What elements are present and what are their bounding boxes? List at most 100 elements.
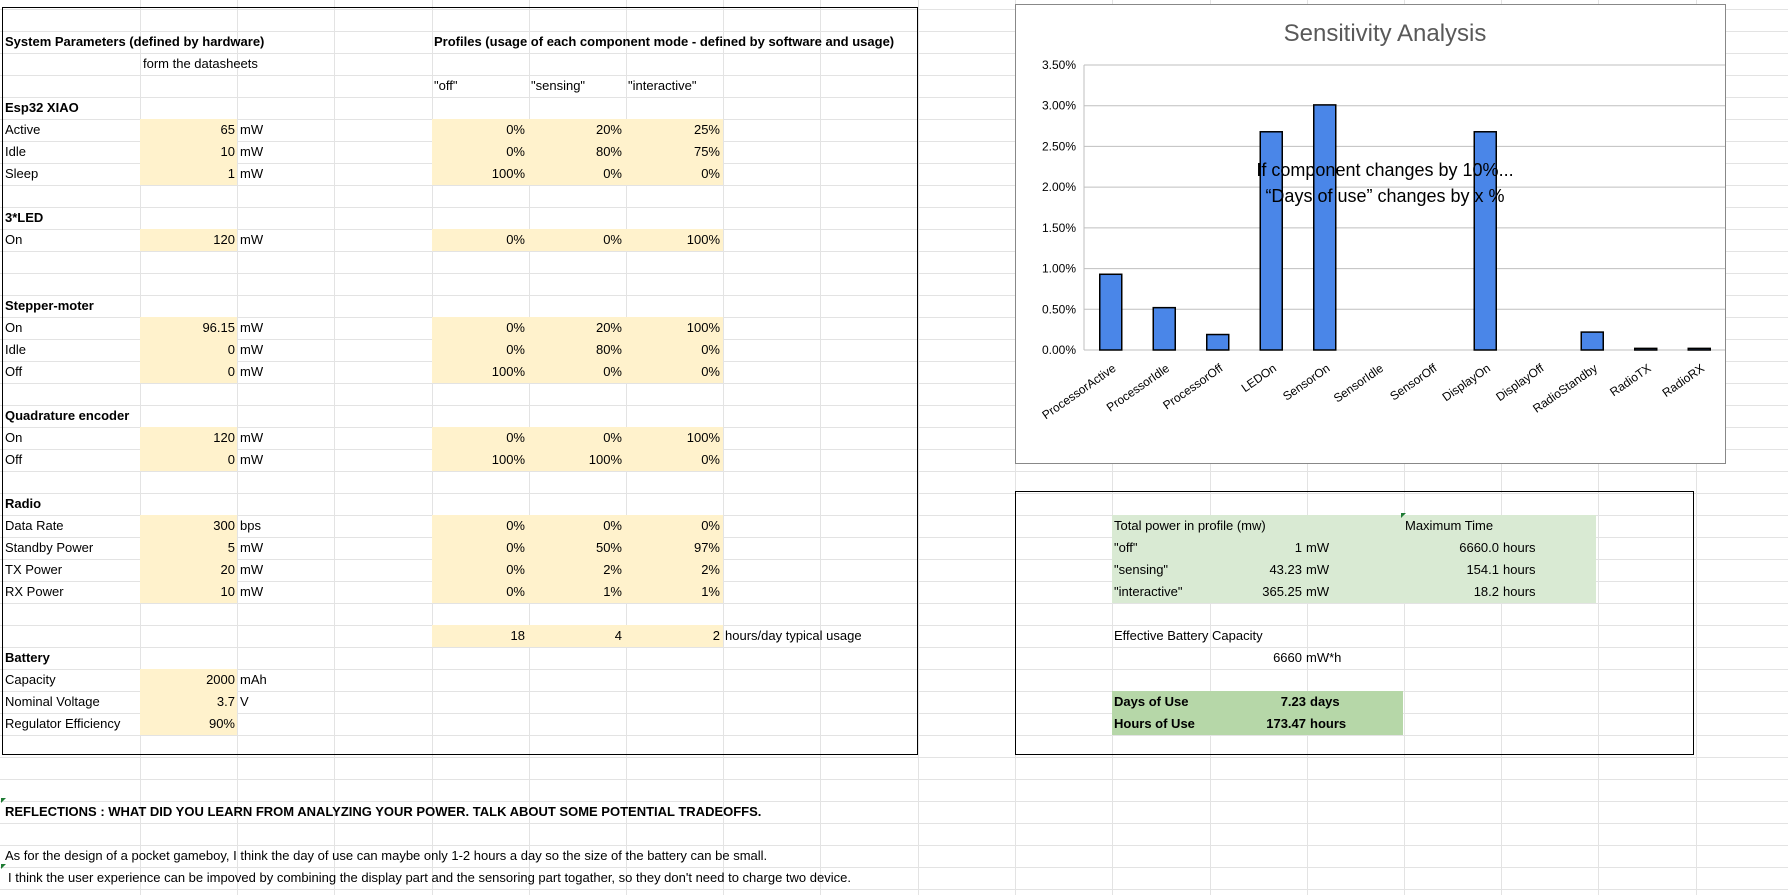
parameter-value[interactable]: 3.7 — [216, 694, 235, 709]
parameter-value[interactable]: 65 — [220, 122, 235, 137]
parameter-unit: mW — [240, 320, 264, 335]
max-time-value: 6660.0 — [1459, 540, 1499, 555]
results-box — [1015, 491, 1694, 755]
profiles-title: Profiles (usage of each component mode -… — [434, 34, 895, 49]
profile-cell[interactable]: 100% — [491, 166, 525, 181]
hours-note: hours/day typical usage — [725, 628, 862, 643]
parameter-value[interactable]: 20 — [220, 562, 235, 577]
profile-cell[interactable]: 80% — [595, 342, 622, 357]
x-tick-label: DisplayOn — [1440, 361, 1493, 404]
profile-cell[interactable]: 0% — [506, 518, 525, 533]
parameter-value[interactable]: 2000 — [206, 672, 235, 687]
profile-cell[interactable]: 0% — [506, 430, 525, 445]
chart-annotation-line-1: If component changes by 10%... — [1256, 160, 1513, 180]
profile-cell[interactable]: 100% — [491, 364, 525, 379]
x-tick-label: SensorOn — [1280, 361, 1332, 403]
parameter-label: Active — [5, 122, 41, 137]
x-tick-label: LEDOn — [1239, 361, 1279, 395]
profile-cell[interactable]: 2 — [712, 628, 720, 643]
profile-cell[interactable]: 0% — [506, 122, 525, 137]
parameter-label: Idle — [5, 342, 26, 357]
parameter-value[interactable]: 5 — [227, 540, 235, 555]
profile-cell[interactable]: 0% — [603, 232, 622, 247]
y-tick-label: 1.00% — [1042, 262, 1076, 276]
parameter-value[interactable]: 0 — [227, 342, 235, 357]
parameter-label: On — [5, 232, 23, 247]
parameter-value[interactable]: 0 — [227, 364, 235, 379]
parameter-value[interactable]: 300 — [213, 518, 235, 533]
parameter-value[interactable]: 10 — [220, 144, 235, 159]
profile-cell[interactable]: 0% — [701, 364, 720, 379]
profile-header-interactive: "interactive" — [628, 78, 697, 93]
parameter-unit: mW — [240, 540, 264, 555]
profile-name: "interactive" — [1114, 584, 1183, 599]
fill-stepper-values — [140, 317, 237, 383]
parameter-value[interactable]: 10 — [220, 584, 235, 599]
fill-encoder-values — [140, 427, 237, 471]
parameter-value[interactable]: 1 — [227, 166, 235, 181]
hours-of-use-label: Hours of Use — [1114, 716, 1195, 731]
profile-cell[interactable]: 0% — [603, 430, 622, 445]
profile-cell[interactable]: 0% — [506, 144, 525, 159]
profile-cell[interactable]: 0% — [506, 562, 525, 577]
profile-cell[interactable]: 0% — [701, 342, 720, 357]
chart-title: Sensitivity Analysis — [1284, 20, 1487, 47]
section-heading: Radio — [5, 496, 42, 511]
profile-cell[interactable]: 100% — [588, 452, 622, 467]
fill-led-values — [140, 229, 237, 251]
profile-cell[interactable]: 18 — [510, 628, 525, 643]
reflections-title: REFLECTIONS : WHAT DID YOU LEARN FROM AN… — [5, 804, 762, 819]
parameter-label: On — [5, 320, 23, 335]
profile-cell[interactable]: 2% — [603, 562, 622, 577]
profile-cell[interactable]: 0% — [603, 518, 622, 533]
profile-cell[interactable]: 1% — [701, 584, 720, 599]
profile-cell[interactable]: 100% — [686, 320, 720, 335]
profile-cell[interactable]: 0% — [701, 166, 720, 181]
parameter-label: Capacity — [5, 672, 56, 687]
profile-cell[interactable]: 50% — [595, 540, 622, 555]
profile-cell[interactable]: 75% — [693, 144, 720, 159]
profile-power-value: 43.23 — [1269, 562, 1302, 577]
profile-cell[interactable]: 80% — [595, 144, 622, 159]
profile-cell[interactable]: 0% — [506, 232, 525, 247]
profile-cell[interactable]: 0% — [506, 342, 525, 357]
parameter-value[interactable]: 120 — [213, 430, 235, 445]
parameter-unit: mW — [240, 452, 264, 467]
profile-cell[interactable]: 25% — [693, 122, 720, 137]
profile-header-off: "off" — [434, 78, 458, 93]
effective-capacity-label: Effective Battery Capacity — [1114, 628, 1263, 643]
parameter-label: TX Power — [5, 562, 63, 577]
profile-cell[interactable]: 100% — [686, 430, 720, 445]
profile-power-unit: mW — [1306, 584, 1330, 599]
profile-cell[interactable]: 2% — [701, 562, 720, 577]
max-time-label: Maximum Time — [1405, 518, 1494, 533]
parameter-value[interactable]: 0 — [227, 452, 235, 467]
fill-results — [1112, 515, 1596, 603]
profile-cell[interactable]: 100% — [686, 232, 720, 247]
profile-cell[interactable]: 0% — [701, 452, 720, 467]
profile-cell[interactable]: 20% — [595, 122, 622, 137]
parameter-value[interactable]: 96.15 — [202, 320, 235, 335]
parameter-value[interactable]: 120 — [213, 232, 235, 247]
profile-cell[interactable]: 1% — [603, 584, 622, 599]
profile-cell[interactable]: 0% — [603, 364, 622, 379]
profile-cell[interactable]: 0% — [506, 540, 525, 555]
bar-ProcessorActive — [1099, 273, 1123, 351]
max-time-unit: hours — [1503, 540, 1536, 555]
parameter-unit: V — [240, 694, 249, 709]
bar-RadioRX — [1687, 347, 1711, 351]
profile-cell[interactable]: 0% — [603, 166, 622, 181]
profile-cell[interactable]: 0% — [506, 584, 525, 599]
profile-cell[interactable]: 0% — [506, 320, 525, 335]
profile-cell[interactable]: 100% — [491, 452, 525, 467]
fill-radio-values — [140, 515, 237, 603]
profile-cell[interactable]: 97% — [693, 540, 720, 555]
system-parameters-title: System Parameters (defined by hardware) — [5, 34, 265, 49]
fill-hours-profiles — [432, 625, 723, 647]
profile-cell[interactable]: 0% — [701, 518, 720, 533]
profile-cell[interactable]: 20% — [595, 320, 622, 335]
parameter-value[interactable]: 90% — [208, 716, 235, 731]
fill-days — [1112, 691, 1403, 735]
profile-cell[interactable]: 4 — [614, 628, 622, 643]
x-tick-label: ProcessorOff — [1160, 361, 1226, 413]
